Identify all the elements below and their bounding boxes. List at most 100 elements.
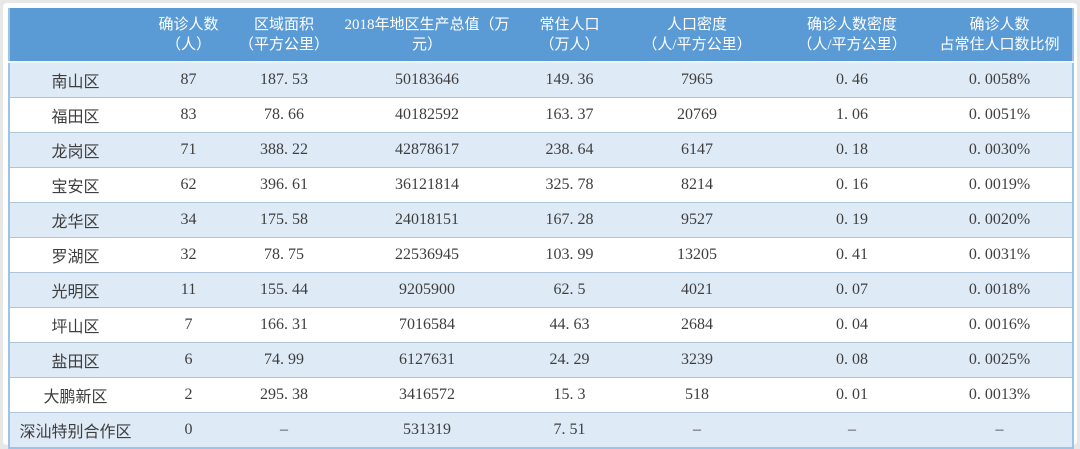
table-cell: 6 xyxy=(184,351,193,368)
table-cell: 295. 38 xyxy=(260,386,308,403)
table-cell: – xyxy=(848,421,856,438)
table-cell: 0. 0031% xyxy=(968,246,1031,263)
table-cell: 0. 41 xyxy=(836,246,868,263)
table-cell: 396. 61 xyxy=(260,176,308,193)
table-cell: 6147 xyxy=(681,141,713,158)
table-cell: 167. 28 xyxy=(545,211,594,228)
column-header-7: 确诊人数 占常住人口数比例 xyxy=(927,8,1073,63)
table-cell: 163. 37 xyxy=(545,106,594,123)
table-row: 南山区 87 187. 53 50183646 149. 36 7965 0. 46 0. 0… xyxy=(9,62,1073,98)
table-cell: 0. 08 xyxy=(836,351,868,368)
district-name: 龙岗区 xyxy=(51,144,100,161)
table-cell: 3416572 xyxy=(399,386,455,403)
table-cell: 103. 99 xyxy=(545,246,594,263)
covid-district-stats-table: 确诊人数 （人） 区域面积 （平方公里） 2018年地区生产总值（万 元） 常住人口 … xyxy=(8,8,1074,449)
table-cell: 0. 0018% xyxy=(968,281,1031,298)
table-row: 宝安区 62 396. 61 36121814 325. 78 8214 0. 16 0. 0… xyxy=(9,167,1073,203)
table-row: 福田区 83 78. 66 40182592 163. 37 20769 1. 06 0. 0… xyxy=(9,97,1073,133)
table-cell: 175. 58 xyxy=(260,211,308,228)
table-cell: 36121814 xyxy=(395,176,459,193)
table-cell: 3239 xyxy=(681,351,713,368)
table-row: 深汕特别合作区 0 – 531319 7. 51 – – – xyxy=(9,412,1073,448)
table-cell: 1. 06 xyxy=(836,106,868,123)
table-cell: 531319 xyxy=(403,421,451,438)
table-cell: 2684 xyxy=(681,316,713,333)
table-cell: 11 xyxy=(180,281,197,298)
district-name: 大鹏新区 xyxy=(43,389,108,406)
table-cell: 0 xyxy=(184,421,193,438)
table-cell: – xyxy=(693,421,701,438)
table-row: 罗湖区 32 78. 75 22536945 103. 99 13205 0. 41 0. 0… xyxy=(9,237,1073,273)
table-cell: 0. 18 xyxy=(836,141,868,158)
district-name: 宝安区 xyxy=(51,179,100,196)
district-name: 光明区 xyxy=(51,284,100,301)
table-cell: 20769 xyxy=(677,106,717,123)
table-cell: 388. 22 xyxy=(260,141,308,158)
table-cell: 0. 07 xyxy=(836,281,868,298)
column-header-6: 确诊人数密度 （人/平方公里） xyxy=(777,8,927,63)
table-cell: 9527 xyxy=(681,211,713,228)
table-row: 坪山区 7 166. 31 7016584 44. 63 2684 0. 04 0. 0016… xyxy=(9,307,1073,343)
table-cell: 2 xyxy=(184,386,193,403)
table-cell: 166. 31 xyxy=(260,316,308,333)
table-cell: 34 xyxy=(180,211,197,228)
table-cell: 74. 99 xyxy=(264,351,304,368)
table-cell: 518 xyxy=(685,386,709,403)
table-cell: 40182592 xyxy=(395,106,459,123)
table-cell: 0. 0020% xyxy=(968,211,1031,228)
table-row: 龙岗区 71 388. 22 42878617 238. 64 6147 0. 18 0. 0… xyxy=(9,132,1073,168)
table-cell: 7965 xyxy=(681,71,713,88)
district-name: 盐田区 xyxy=(51,354,100,371)
table-cell: 0. 16 xyxy=(836,176,868,193)
table-cell: 62. 5 xyxy=(553,281,586,298)
district-name: 福田区 xyxy=(51,109,100,126)
table-cell: 24. 29 xyxy=(549,351,590,368)
table-cell: 0. 04 xyxy=(836,316,868,333)
table-cell: 7 xyxy=(184,316,193,333)
table-cell: 187. 53 xyxy=(260,71,308,88)
table-cell: 8214 xyxy=(681,176,713,193)
table-cell: 22536945 xyxy=(395,246,459,263)
table-cell: 44. 63 xyxy=(549,316,590,333)
table-cell: 0. 0013% xyxy=(968,386,1031,403)
table-row: 光明区 11 155. 44 9205900 62. 5 4021 0. 07 0. 0018… xyxy=(9,272,1073,308)
column-header-3: 2018年地区生产总值（万 元） xyxy=(332,8,522,63)
table-cell: 78. 75 xyxy=(264,246,304,263)
column-header-5: 人口密度 （人/平方公里） xyxy=(617,8,777,63)
table-cell: 4021 xyxy=(681,281,713,298)
column-header-0 xyxy=(9,8,141,63)
table-cell: – xyxy=(995,421,1004,438)
table-cell: 71 xyxy=(180,141,197,158)
column-header-1: 确诊人数 （人） xyxy=(141,8,236,63)
page-card: 确诊人数 （人） 区域面积 （平方公里） 2018年地区生产总值（万 元） 常住人口 … xyxy=(3,3,1077,449)
table-cell: 0. 0051% xyxy=(968,106,1031,123)
table-cell: 7016584 xyxy=(399,316,455,333)
header-row: 确诊人数 （人） 区域面积 （平方公里） 2018年地区生产总值（万 元） 常住人口 … xyxy=(9,8,1073,63)
table-cell: 7. 51 xyxy=(553,421,586,438)
table-cell: 0. 0030% xyxy=(968,141,1031,158)
table-cell: 50183646 xyxy=(395,71,459,88)
district-name: 坪山区 xyxy=(51,319,100,336)
table-row: 大鹏新区 2 295. 38 3416572 15. 3 518 0. 01 0. 0013% xyxy=(9,377,1073,413)
table-cell: 0. 0016% xyxy=(968,316,1031,333)
table-cell: 87 xyxy=(180,71,197,88)
table-cell: 9205900 xyxy=(399,281,455,298)
table-cell: 0. 46 xyxy=(836,71,868,88)
table-row: 盐田区 6 74. 99 6127631 24. 29 3239 0. 08 0. 0025% xyxy=(9,342,1073,378)
table-cell: – xyxy=(280,421,288,438)
column-header-4: 常住人口 （万人） xyxy=(522,8,617,63)
table-cell: 0. 01 xyxy=(836,386,868,403)
table-cell: 0. 0058% xyxy=(968,71,1031,88)
table-cell: 78. 66 xyxy=(264,106,304,123)
table-cell: 32 xyxy=(180,246,197,263)
district-name: 南山区 xyxy=(51,74,100,91)
column-header-2: 区域面积 （平方公里） xyxy=(236,8,332,63)
table-cell: 0. 0025% xyxy=(968,351,1031,368)
table-header: 确诊人数 （人） 区域面积 （平方公里） 2018年地区生产总值（万 元） 常住人口 … xyxy=(9,8,1073,63)
table-cell: 24018151 xyxy=(395,211,459,228)
district-name: 龙华区 xyxy=(51,214,100,231)
table-cell: 6127631 xyxy=(399,351,455,368)
table-cell: 0. 0019% xyxy=(968,176,1031,193)
district-name: 罗湖区 xyxy=(51,249,100,266)
